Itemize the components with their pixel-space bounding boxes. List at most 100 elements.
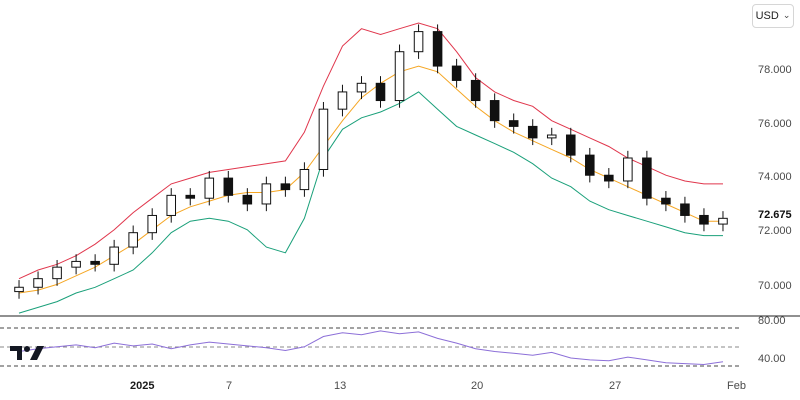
currency-value: USD	[755, 10, 779, 22]
candle	[109, 239, 119, 272]
candle-body-down	[242, 194, 253, 205]
candle	[337, 84, 348, 117]
y-tick-78: 78.000	[758, 64, 792, 76]
currency-dropdown[interactable]: USD ⌄	[752, 4, 794, 28]
candle-body-up	[718, 217, 728, 225]
candle-body-up	[394, 51, 405, 102]
rsi-line	[18, 330, 724, 366]
candle-body-up	[71, 260, 81, 268]
candle-body-down	[489, 100, 500, 122]
rsi-indicator	[18, 330, 724, 366]
bb-middle-line	[18, 65, 723, 294]
candlesticks	[14, 24, 728, 299]
candle-body-up	[356, 82, 367, 93]
candle-body-up	[413, 31, 424, 53]
y-tick-76: 76.000	[758, 118, 792, 130]
candle	[147, 208, 157, 240]
candle-body-down	[604, 174, 614, 182]
candle	[527, 119, 538, 146]
candle-body-up	[204, 177, 215, 199]
candle	[52, 259, 62, 286]
candle-body-down	[585, 154, 595, 176]
candle-body-down	[90, 260, 100, 265]
candle	[261, 176, 272, 212]
chevron-down-icon: ⌄	[782, 9, 791, 20]
candle	[280, 176, 291, 197]
candle	[223, 170, 234, 203]
candle	[604, 168, 614, 189]
candle-body-up	[546, 134, 557, 139]
x-tick-27: 27	[609, 380, 621, 392]
candle	[14, 280, 24, 299]
candle	[451, 58, 462, 88]
candle-body-down	[527, 125, 538, 139]
candle-body-down	[565, 134, 576, 156]
candle	[642, 150, 652, 206]
bb-upper-line	[18, 22, 723, 280]
candle	[242, 188, 253, 212]
candle	[356, 76, 367, 100]
candle-body-down	[699, 214, 709, 225]
y-tick-74: 74.000	[758, 171, 792, 183]
tradingview-logo-icon[interactable]	[10, 344, 44, 360]
candle	[680, 196, 690, 223]
candle-body-up	[33, 278, 43, 288]
candle-body-up	[337, 91, 348, 110]
candle-body-up	[299, 168, 310, 191]
x-tick-20: 20	[471, 380, 483, 392]
candle	[585, 147, 595, 183]
y-tick-70: 70.000	[758, 280, 792, 292]
candle-body-up	[318, 108, 329, 170]
last-price-label: 72.675	[758, 209, 792, 221]
candle	[33, 271, 43, 295]
candle-body-down	[470, 79, 481, 102]
candle-body-down	[280, 183, 291, 191]
candle	[166, 188, 177, 223]
candle-body-up	[166, 194, 177, 216]
candle	[623, 150, 633, 189]
y-tick-72: 72.000	[758, 225, 792, 237]
candle	[299, 162, 310, 197]
candle	[394, 44, 405, 108]
candle-body-up	[623, 157, 633, 182]
bb-lower-line	[18, 91, 723, 314]
candle	[489, 93, 500, 128]
candle-body-down	[661, 197, 671, 205]
x-tick-7: 7	[226, 380, 232, 392]
candle	[699, 208, 709, 232]
candle	[318, 101, 329, 177]
candle	[413, 24, 424, 59]
candle	[90, 254, 100, 272]
candle-body-up	[14, 286, 24, 293]
candle-body-up	[128, 232, 138, 248]
x-tick-13: 13	[334, 380, 346, 392]
candle-body-down	[375, 82, 386, 102]
candle-body-down	[223, 177, 234, 196]
candle-body-down	[642, 157, 652, 199]
candle	[661, 191, 671, 212]
candle	[546, 127, 557, 146]
candle	[375, 76, 386, 108]
candle-body-down	[432, 31, 443, 67]
candle	[508, 113, 519, 134]
x-tick-feb: Feb	[727, 380, 746, 392]
candle	[470, 73, 481, 108]
candle-body-up	[261, 183, 272, 205]
candle-body-down	[451, 65, 462, 81]
candle	[432, 24, 443, 74]
candle	[71, 254, 81, 275]
candle	[718, 211, 728, 232]
rsi-tick-80: 80.00	[758, 315, 786, 327]
candle	[565, 127, 576, 163]
candle-body-up	[109, 246, 119, 265]
rsi-tick-40: 40.00	[758, 353, 786, 365]
candle-body-down	[680, 203, 690, 216]
candle-body-up	[147, 214, 157, 234]
candle	[128, 225, 138, 255]
candle-body-up	[52, 266, 62, 280]
candle	[185, 188, 196, 206]
x-tick-2025: 2025	[130, 380, 154, 392]
candle-body-down	[508, 120, 519, 127]
candle	[204, 170, 215, 206]
